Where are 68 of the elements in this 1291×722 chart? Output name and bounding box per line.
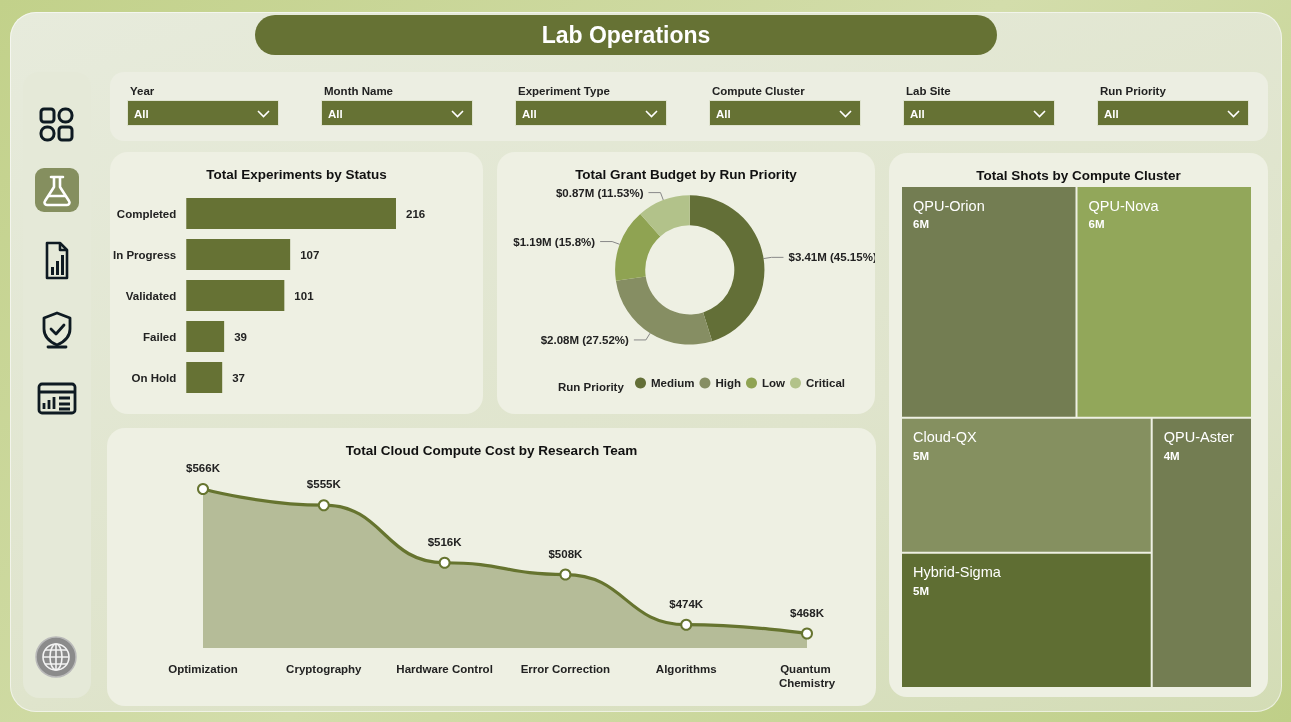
point bbox=[317, 499, 330, 512]
bar bbox=[186, 361, 223, 394]
x-tick-label: Error Correction bbox=[520, 663, 611, 675]
bar bbox=[186, 320, 225, 353]
bar bbox=[186, 197, 396, 230]
data-label: 6M bbox=[913, 218, 929, 230]
y-tick-label: Completed bbox=[116, 207, 177, 220]
data-label: 37 bbox=[232, 371, 245, 384]
x-tick-label: Cryptography bbox=[286, 663, 363, 675]
legend-label: Medium bbox=[651, 377, 695, 389]
data-label: $2.08M (27.52%) bbox=[540, 333, 630, 346]
legend-label: High bbox=[715, 377, 742, 389]
data-label: $508K bbox=[548, 547, 584, 560]
data-label: 6M bbox=[1088, 218, 1105, 230]
text: Month Name bbox=[324, 85, 393, 97]
data-label: $566K bbox=[186, 462, 221, 474]
bar bbox=[186, 238, 291, 271]
text: Compute Cluster bbox=[712, 85, 805, 97]
x-tick-label: Algorithms bbox=[655, 663, 717, 675]
chart-title: Total Grant Budget by Run Priority bbox=[575, 166, 798, 182]
category-label: QPU-Aster bbox=[1163, 429, 1234, 446]
legend-label: Critical bbox=[805, 377, 845, 389]
point bbox=[197, 483, 209, 495]
data-label: 107 bbox=[300, 248, 320, 261]
category-label: QPU-Nova bbox=[1088, 197, 1160, 214]
dropdown: All bbox=[1097, 100, 1249, 126]
data-label: $516K bbox=[427, 535, 463, 548]
legend-title: Run Priority bbox=[558, 381, 625, 393]
dropdown: All bbox=[903, 100, 1055, 126]
y-tick-label: In Progress bbox=[112, 248, 177, 261]
y-tick-label: On Hold bbox=[131, 371, 177, 384]
text: Lab Operations bbox=[255, 15, 997, 55]
y-tick-label: Failed bbox=[143, 330, 177, 343]
data-label: 5M bbox=[913, 584, 929, 597]
data-label: 5M bbox=[913, 449, 929, 462]
x-tick-label: Optimization bbox=[168, 663, 238, 675]
category-label: Hybrid-Sigma bbox=[913, 564, 1002, 581]
x-tick-label: Quantum Chemistry bbox=[778, 663, 836, 689]
data-label: 216 bbox=[405, 207, 426, 220]
dropdown: All bbox=[321, 100, 473, 126]
text: Year bbox=[130, 85, 155, 97]
data-label: 4M bbox=[1163, 449, 1180, 462]
dropdown: All bbox=[515, 100, 667, 126]
text: Run Priority bbox=[1100, 85, 1166, 97]
data-label: 39 bbox=[234, 330, 247, 343]
chart-title: Total Cloud Compute Cost by Research Team bbox=[345, 442, 638, 458]
category-label: Cloud-QX bbox=[913, 429, 977, 446]
data-label: $555K bbox=[306, 478, 342, 491]
data-label: $468K bbox=[790, 606, 825, 619]
chart-title: Total Experiments by Status bbox=[206, 166, 387, 182]
x-tick-label: Hardware Control bbox=[396, 663, 493, 675]
data-label: $1.19M (15.8%) bbox=[513, 235, 596, 248]
point bbox=[680, 618, 693, 631]
text: Experiment Type bbox=[518, 85, 610, 97]
category-label: QPU-Orion bbox=[913, 197, 985, 214]
text: Total Shots by Compute Cluster bbox=[976, 167, 1182, 183]
point bbox=[438, 556, 451, 569]
point bbox=[559, 568, 572, 581]
bar bbox=[186, 279, 285, 312]
data-label: $0.87M (11.53%) bbox=[555, 186, 644, 199]
data-label: 101 bbox=[294, 289, 315, 302]
legend-label: Low bbox=[761, 377, 786, 389]
dropdown: All bbox=[127, 100, 279, 126]
data-label: $474K bbox=[669, 597, 704, 610]
point bbox=[801, 627, 813, 640]
y-tick-label: Validated bbox=[125, 289, 177, 302]
text: Lab Site bbox=[906, 85, 951, 97]
dropdown: All bbox=[709, 100, 861, 126]
